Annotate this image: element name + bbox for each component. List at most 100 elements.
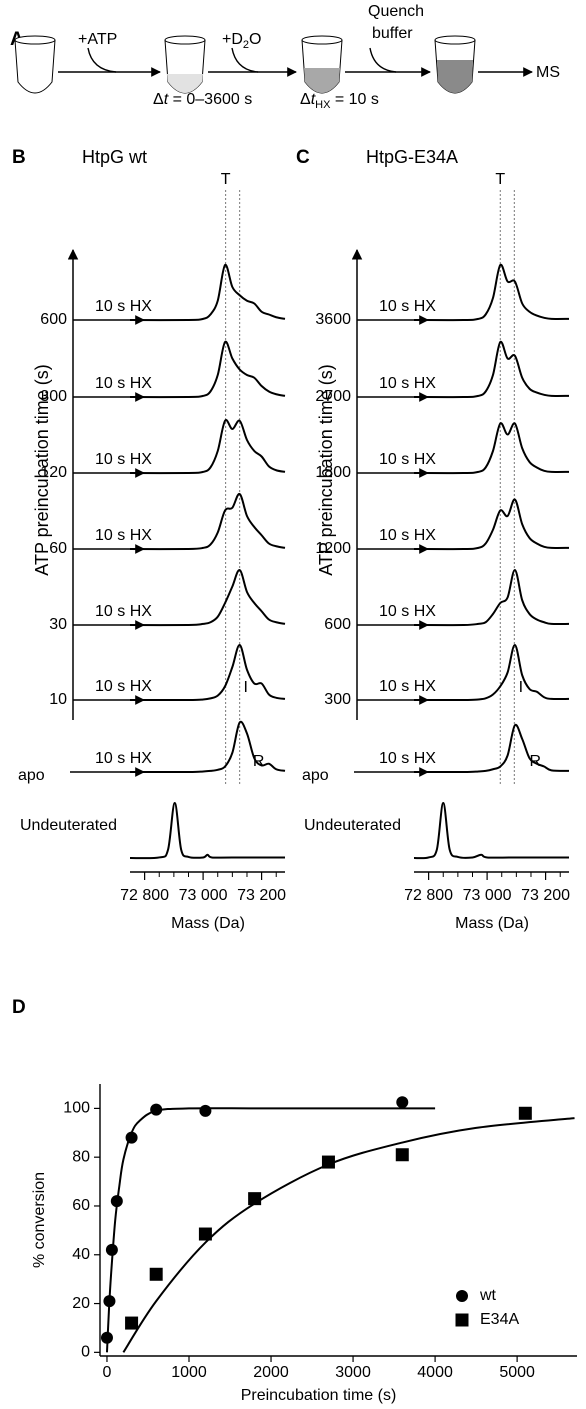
- y-tick-label: 20: [72, 1295, 90, 1312]
- x-tick-label: 5000: [499, 1364, 535, 1381]
- y-tick-label: 100: [63, 1100, 90, 1117]
- peak-label: I: [519, 679, 523, 696]
- row-label: 600: [40, 311, 67, 328]
- subscript: 2: [243, 39, 249, 51]
- time-label: Δt = 0–3600 s: [153, 91, 252, 108]
- addition-hook: [87, 47, 117, 73]
- reference-spectrum: [413, 801, 569, 860]
- y-axis-title: ATP preincubation time (s): [32, 364, 52, 575]
- legend-label: E34A: [480, 1311, 519, 1328]
- row-title: 10 s HX: [379, 298, 436, 315]
- spectrum: [413, 263, 570, 322]
- x-tick-label: 3000: [335, 1364, 371, 1381]
- x-tick-label: 73 000: [463, 887, 512, 904]
- x-tick-label: 73 000: [179, 887, 228, 904]
- row-title: 10 s HX: [379, 527, 436, 544]
- peak-label: R: [530, 753, 542, 770]
- y-tick-label: 60: [72, 1197, 90, 1214]
- row-title: 10 s HX: [95, 375, 152, 392]
- tube-rim: [301, 35, 343, 45]
- spectrum: [413, 340, 570, 399]
- spectrum: [413, 568, 570, 627]
- x-axis-title: Mass (Da): [455, 915, 529, 932]
- tube-rim: [434, 35, 476, 45]
- spectrum: [413, 498, 570, 551]
- tubes: [14, 35, 476, 94]
- spectrum: [413, 422, 570, 475]
- spectrum: [129, 493, 286, 551]
- data-point: [321, 1155, 335, 1169]
- y-tick-label: 0: [81, 1344, 90, 1361]
- addition-hook: [369, 47, 397, 73]
- output-label: MS: [536, 64, 560, 81]
- x-tick-label: 2000: [253, 1364, 289, 1381]
- x-tick-label: 4000: [417, 1364, 453, 1381]
- x-tick-label: 0: [103, 1364, 112, 1381]
- tube-liquid: [167, 74, 203, 93]
- reference-label: Undeuterated: [304, 817, 401, 834]
- time-var: t: [311, 91, 316, 108]
- tube-liquid: [437, 60, 473, 93]
- time-delta: Δ: [153, 91, 164, 108]
- row-label: apo: [302, 767, 329, 784]
- step-label: Quench: [368, 3, 424, 20]
- row-label: 1800: [315, 464, 351, 481]
- fit-curve: [105, 1107, 436, 1353]
- legend-marker: [455, 1313, 469, 1327]
- step-label: buffer: [372, 25, 413, 42]
- row-label: 600: [324, 616, 351, 633]
- tube-rim: [164, 35, 206, 45]
- data-point: [125, 1131, 138, 1144]
- fit-curve: [122, 1117, 575, 1353]
- time-rest: = 0–3600 s: [168, 91, 252, 108]
- x-tick-label: 72 800: [120, 887, 169, 904]
- step-text: O: [249, 31, 261, 48]
- row-title: 10 s HX: [95, 678, 152, 695]
- data-point: [518, 1106, 532, 1120]
- row-label: 3600: [315, 311, 351, 328]
- data-point: [100, 1331, 113, 1344]
- legend-label: wt: [479, 1287, 497, 1304]
- spectrum: [129, 643, 286, 702]
- row-label: 120: [40, 464, 67, 481]
- spectrum: [413, 643, 570, 702]
- data-point: [110, 1195, 123, 1208]
- data-point: [198, 1227, 212, 1241]
- row-title: 10 s HX: [95, 603, 152, 620]
- data-point: [396, 1096, 409, 1109]
- row-label: 2700: [315, 388, 351, 405]
- time-label: ΔtHX = 10 s: [300, 91, 379, 111]
- peak-label: T: [495, 171, 505, 188]
- spectrum: [129, 340, 286, 399]
- step-label: +D2O: [222, 31, 261, 51]
- spectrum: [129, 569, 286, 627]
- row-label: 60: [49, 540, 67, 557]
- data-point: [105, 1243, 118, 1256]
- data-point: [248, 1192, 262, 1206]
- x-tick-label: 73 200: [521, 887, 570, 904]
- peak-label: T: [221, 171, 231, 188]
- flow-arrows: [58, 47, 533, 77]
- data-point: [395, 1148, 409, 1162]
- y-axis-title: % conversion: [31, 1172, 48, 1268]
- x-axis-title: Preincubation time (s): [241, 1387, 397, 1404]
- peak-label: R: [253, 753, 265, 770]
- row-title: 10 s HX: [379, 451, 436, 468]
- row-title: 10 s HX: [379, 603, 436, 620]
- spectrum: [413, 723, 570, 774]
- row-title: 10 s HX: [379, 678, 436, 695]
- data-point: [150, 1103, 163, 1116]
- subscript: HX: [315, 99, 331, 111]
- spectrum: [129, 263, 286, 322]
- data-point: [199, 1104, 212, 1117]
- spectrum: [129, 419, 286, 475]
- peak-label: I: [243, 679, 247, 696]
- panel-label: C: [296, 147, 310, 168]
- data-point: [103, 1295, 116, 1308]
- row-title: 10 s HX: [379, 375, 436, 392]
- row-label: 10: [49, 691, 67, 708]
- row-title: 10 s HX: [379, 750, 436, 767]
- row-label: 300: [40, 388, 67, 405]
- time-delta: Δ: [300, 91, 311, 108]
